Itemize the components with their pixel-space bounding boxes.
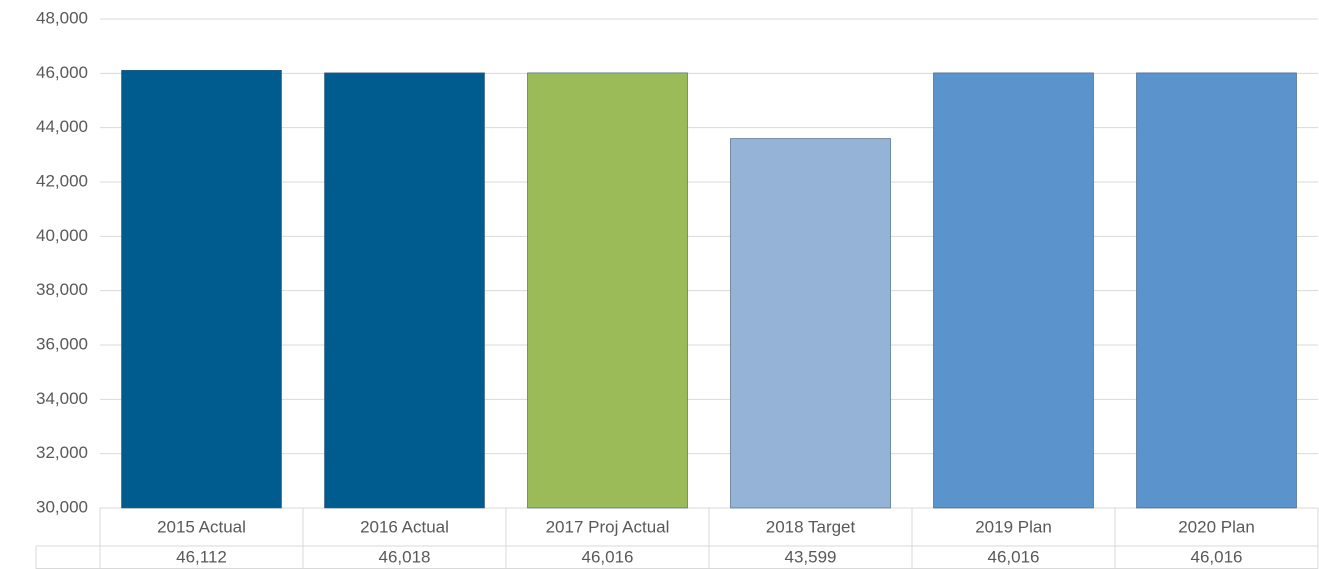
y-tick-label: 40,000: [36, 226, 88, 245]
category-label: 2017 Proj Actual: [546, 517, 670, 536]
bar: [121, 69, 282, 509]
bar: [933, 72, 1094, 509]
y-tick-label: 30,000: [36, 497, 88, 516]
value-label: 46,112: [176, 548, 227, 567]
bar: [730, 138, 891, 509]
category-label: 2015 Actual: [157, 517, 246, 536]
value-label: 46,016: [582, 548, 634, 567]
category-label: 2016 Actual: [360, 517, 449, 536]
y-tick-label: 48,000: [36, 8, 88, 27]
category-label: 2018 Target: [766, 517, 856, 536]
y-tick-label: 46,000: [36, 63, 88, 82]
bar: [527, 72, 688, 509]
y-tick-label: 38,000: [36, 280, 88, 299]
value-label: 46,018: [379, 548, 431, 567]
y-tick-label: 42,000: [36, 171, 88, 190]
y-tick-label: 32,000: [36, 443, 88, 462]
y-tick-label: 44,000: [36, 117, 88, 136]
value-label: 46,016: [1191, 548, 1243, 567]
value-label: 46,016: [988, 548, 1040, 567]
value-label: 43,599: [785, 548, 837, 567]
category-label: 2019 Plan: [975, 517, 1052, 536]
bar: [1136, 72, 1297, 509]
category-label: 2020 Plan: [1178, 517, 1255, 536]
y-tick-label: 34,000: [36, 389, 88, 408]
bar: [324, 72, 485, 509]
y-tick-label: 36,000: [36, 334, 88, 353]
